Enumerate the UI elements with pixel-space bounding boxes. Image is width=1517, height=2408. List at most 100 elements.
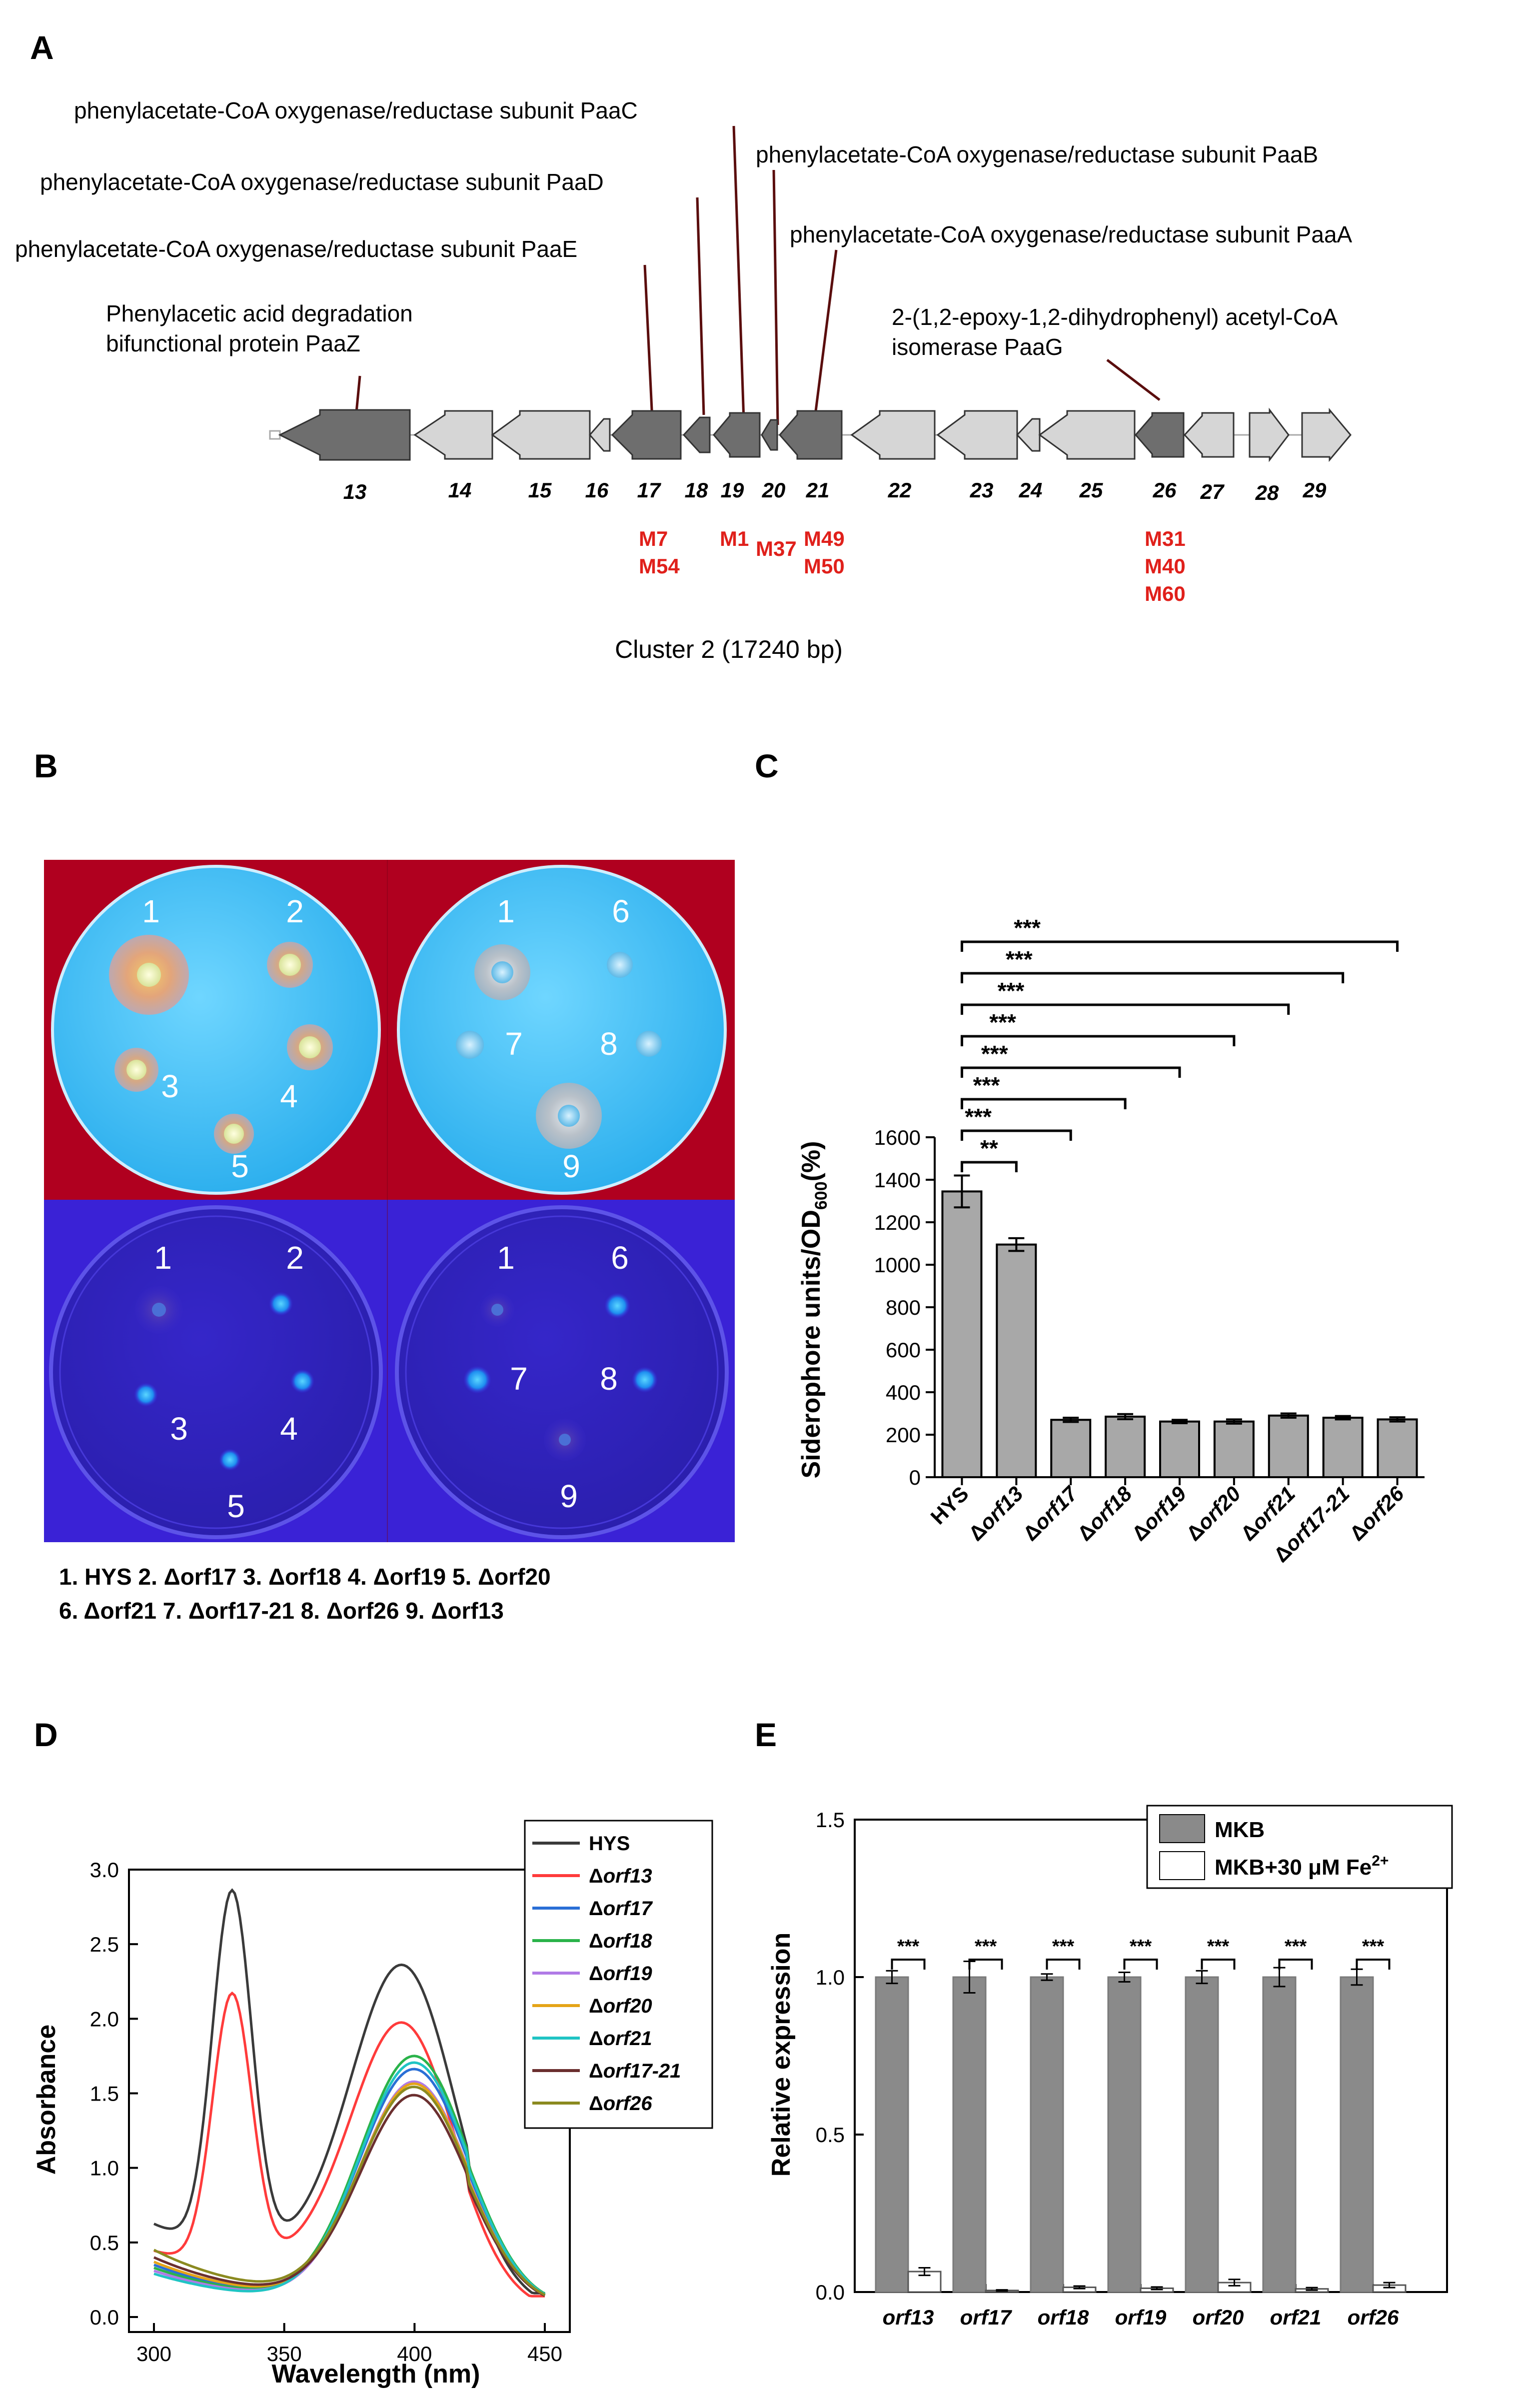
plate-uv-right: 1 6 7 8 9	[395, 1205, 729, 1539]
chart-d-legend-delta: Δ	[589, 1865, 603, 1887]
chart-c-ylabel-sub: 600	[812, 1181, 831, 1210]
colony-orf17	[279, 954, 301, 976]
plate-cas-left: 1 2 3 4 5	[51, 865, 381, 1195]
chart-e-ytick-label: 0.5	[816, 2123, 845, 2147]
gene-number-24: 24	[1019, 478, 1043, 502]
panel-a: A phenylacetate-CoA oxygenase/reductase …	[15, 29, 1353, 663]
chart-d-ytick-label: 1.0	[90, 2157, 119, 2180]
chart-d-legend-delta: Δ	[589, 1930, 603, 1952]
chart-c-bar	[1322, 1417, 1364, 1478]
chart-c-bars: HYSΔorf13Δorf17Δorf18Δorf19Δorf20Δorf21Δ…	[926, 1174, 1418, 1567]
gene-23-arrow	[936, 410, 1018, 460]
chart-d-series-line	[153, 1991, 545, 2298]
chart-d-xtick-label: 400	[397, 2342, 432, 2366]
chart-c-category-name: HYS	[926, 1482, 973, 1529]
uv-colony-orf19	[290, 1369, 314, 1393]
chart-e-ytick-label: 1.0	[816, 1966, 845, 1989]
chart-e-bar-mkb	[1107, 1976, 1142, 2293]
legend-e-swatch-fe	[1159, 1851, 1205, 1880]
chart-c-sig-label: ***	[973, 1072, 1000, 1098]
annotation-paaz-line2: bifunctional protein PaaZ	[106, 330, 360, 356]
chart-c-ylabel-tail: (%)	[797, 1141, 826, 1182]
gene-29-arrow	[1301, 407, 1352, 462]
chart-d-xtick-label: 350	[267, 2342, 302, 2366]
gene-arrows	[278, 407, 1352, 462]
chart-d-legend-label: Δorf18	[589, 1930, 652, 1952]
chart-d-legend-label: Δorf21	[589, 2028, 652, 2050]
chart-e-bar-mkb	[1262, 1976, 1297, 2293]
chart-e-sig-bracket	[968, 1959, 1003, 1970]
chart-e-ylabel: Relative expression	[767, 1933, 796, 2177]
chart-e-sig-bracket	[891, 1959, 926, 1970]
chart-d-ytick-label: 0.0	[90, 2306, 119, 2329]
chart-c-sig-label: ***	[1014, 915, 1041, 941]
plate-label-8: 8	[600, 1026, 618, 1062]
chart-c-category-label: Δorf18	[1073, 1482, 1137, 1546]
colony-hys	[491, 961, 513, 983]
chart-c-category-label: HYS	[926, 1482, 973, 1529]
chart-d-legend-delta: Δ	[589, 1963, 603, 1985]
chart-d-legend-delta: Δ	[589, 1898, 603, 1920]
chart-c-ytick-label: 400	[886, 1381, 921, 1404]
chart-d-series-line	[153, 2080, 546, 2297]
plate-dish	[51, 865, 381, 1195]
gene-number-26: 26	[1153, 478, 1177, 502]
chart-d-ytick-label: 2.5	[90, 1933, 119, 1956]
chart-c-sig-label: ***	[981, 1041, 1008, 1067]
panel-letter-a: A	[30, 29, 54, 66]
chart-d-axes: 0.0 0.5 1.0 1.5 2.0 2.5 3.0 300 350 400 450	[90, 1858, 571, 2366]
legend-e-label-fe-sup: 2+	[1372, 1853, 1389, 1869]
chart-c-bar	[1159, 1420, 1200, 1478]
uv-colony-hys	[491, 1304, 503, 1316]
colony-orf17-21	[456, 1031, 484, 1059]
chart-c-bar	[996, 1243, 1037, 1478]
chart-d-legend-label: Δorf17	[589, 1898, 653, 1920]
gene-21-arrow	[779, 410, 843, 460]
plate-label-9: 9	[562, 1148, 580, 1184]
chart-e-bar-mkb	[1340, 1976, 1374, 2293]
gene-16-arrow	[589, 418, 611, 452]
chart-d-legend-label: HYS	[589, 1833, 630, 1855]
gene-number-18: 18	[685, 478, 708, 502]
chart-e-sig-label: ***	[1130, 1936, 1152, 1957]
chart-d-legend-delta: Δ	[589, 2028, 603, 2050]
colony-orf19	[299, 1036, 321, 1058]
chart-c-category-label: Δorf26	[1345, 1482, 1409, 1546]
chart-c-ytick-label: 1000	[874, 1253, 921, 1277]
chart-e-category-label: orf26	[1348, 2306, 1399, 2329]
chart-c-ylabel-main: Siderophore units/OD	[797, 1210, 826, 1478]
chart-d-ytick-label: 1.5	[90, 2082, 119, 2106]
chart-c-sig-label: ***	[989, 1009, 1016, 1035]
mutant-m49: M49	[804, 527, 845, 550]
panel-d: D 0.0 0.5 1.0 1.5 2.0 2.5 3.0 300 350 400 450 HYS Δ…	[32, 1716, 713, 2389]
chart-e-category-label: orf20	[1193, 2306, 1244, 2329]
chart-d-xtick-label: 450	[527, 2342, 562, 2366]
chart-d-legend-name: orf19	[603, 1963, 653, 1985]
uv-colony-orf26	[632, 1367, 658, 1393]
gene-18-arrow	[682, 416, 711, 453]
plate-label-9: 9	[560, 1478, 578, 1514]
chart-e-significance: *** *** *** *** *** *** ***	[891, 1936, 1391, 1970]
chart-e-category-label: orf18	[1038, 2306, 1089, 2329]
plate-label-6: 6	[611, 1240, 629, 1276]
chart-e-sig-bracket	[1123, 1959, 1158, 1970]
chart-d-legend: HYSΔorf13Δorf17Δorf18Δorf19Δorf20Δorf21Δ…	[524, 1820, 713, 2129]
mutant-m1: M1	[720, 527, 749, 550]
gene-number-25: 25	[1079, 478, 1103, 502]
uv-colony-orf20	[219, 1449, 241, 1471]
gene-number-16: 16	[585, 478, 609, 502]
chart-e-sig-bracket	[1201, 1959, 1236, 1970]
plate-legend-line2: 6. Δorf21 7. Δorf17-21 8. Δorf26 9. Δorf…	[59, 1598, 504, 1624]
chart-c-bar	[1050, 1419, 1092, 1478]
gene-20-arrow	[761, 419, 778, 451]
chart-d-legend-delta: Δ	[589, 1995, 603, 2017]
chart-c-bar	[1377, 1418, 1418, 1478]
plate-label-1: 1	[497, 1240, 515, 1276]
leader-lines	[354, 125, 1161, 425]
chart-e-sig-label: ***	[1207, 1936, 1230, 1957]
plate-label-1: 1	[154, 1240, 172, 1276]
gene-number-14: 14	[448, 478, 472, 502]
legend-e-label-fe-main: MKB+30 μM Fe	[1215, 1855, 1372, 1880]
chart-c-bar	[1213, 1420, 1255, 1478]
chart-d-series-line	[153, 2086, 546, 2297]
